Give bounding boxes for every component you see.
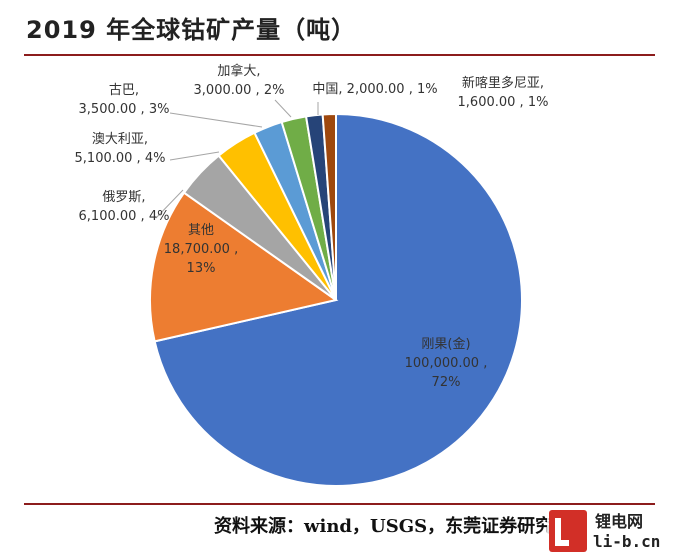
slice-label-5: 加拿大, 3,000.00 , 2% [194, 63, 285, 98]
top-rule [24, 54, 655, 56]
watermark-logo-icon [549, 510, 587, 552]
slice-label-3: 澳大利亚, 5,100.00 , 4% [75, 131, 166, 166]
slice-label-4: 古巴, 3,500.00 , 3% [79, 83, 170, 117]
leader-line-4 [169, 112, 263, 128]
chart-title: 2019 年全球钴矿产量（吨） [26, 16, 357, 44]
watermark-cn: 锂电网 [595, 512, 644, 531]
slice-labels: 刚果(金) 100,000.00 , 72% 其他 18,700.00 , 13%俄罗斯,… [75, 63, 549, 390]
pie-slice-0 [153, 112, 523, 487]
leader-lines [155, 99, 319, 219]
leader-line-2 [155, 189, 184, 219]
leader-line-3 [169, 151, 220, 161]
watermark: 锂电网 li-b.cn [547, 506, 675, 556]
slice-label-1: 其他 18,700.00 , 13% [164, 223, 238, 276]
pie-slices [149, 112, 523, 487]
leader-line-5 [274, 99, 292, 118]
slice-label-0: 刚果(金) 100,000.00 , 72% [405, 336, 488, 390]
pie-slice-1 [149, 191, 339, 343]
slice-label-7: 新喀里多尼亚, 1,600.00 , 1% [458, 75, 549, 110]
pie-slice-7 [321, 112, 337, 301]
source-note: 资料来源：wind，USGS，东莞证券研究所 [214, 516, 572, 537]
slice-label-6: 中国, 2,000.00 , 1% [312, 82, 437, 97]
bottom-rule [24, 503, 655, 505]
slice-label-2: 俄罗斯, 6,100.00 , 4% [79, 190, 170, 224]
watermark-en: li-b.cn [593, 532, 661, 551]
